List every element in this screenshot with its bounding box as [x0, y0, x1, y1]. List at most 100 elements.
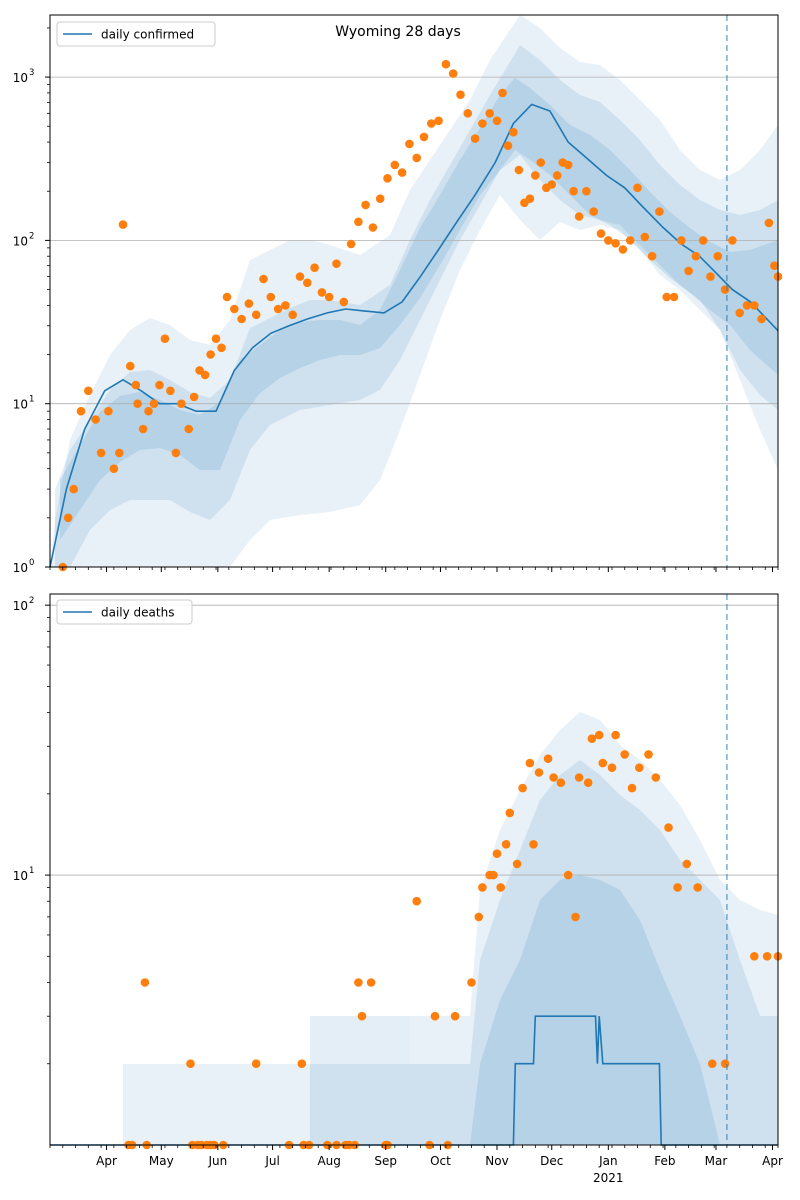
- observed-point: [589, 207, 598, 216]
- observed-point: [549, 773, 558, 782]
- observed-point: [332, 259, 341, 269]
- outer-band: [50, 15, 778, 567]
- observed-point: [604, 236, 613, 245]
- observed-point: [69, 484, 78, 494]
- observed-point: [512, 859, 522, 869]
- observed-point: [587, 734, 597, 743]
- observed-point: [673, 883, 682, 892]
- observed-point: [742, 301, 752, 310]
- observed-point: [166, 386, 175, 396]
- observed-point: [412, 153, 422, 163]
- observed-point: [390, 160, 400, 170]
- observed-point: [735, 308, 744, 318]
- observed-point: [288, 310, 298, 320]
- observed-point: [627, 783, 637, 793]
- observed-point: [357, 1011, 367, 1021]
- observed-point: [266, 292, 276, 302]
- observed-point: [383, 174, 392, 183]
- observed-point: [405, 139, 414, 149]
- observed-point: [144, 406, 153, 416]
- observed-point: [160, 334, 170, 344]
- x-tick-label: Aug: [317, 1154, 340, 1168]
- confidence-bands: [50, 15, 778, 567]
- observed-point: [200, 370, 210, 380]
- observed-point: [496, 883, 506, 892]
- observed-point: [339, 297, 349, 307]
- observed-point: [598, 758, 608, 768]
- x-tick-sublabel: 2021: [593, 1171, 624, 1185]
- observed-point: [140, 978, 150, 987]
- observed-point: [713, 251, 723, 261]
- observed-point: [492, 116, 502, 126]
- observed-point: [684, 266, 693, 276]
- observed-point: [720, 1059, 730, 1068]
- y-tick-exponent: 1: [29, 395, 34, 405]
- observed-point: [63, 513, 73, 523]
- observed-point: [563, 160, 573, 170]
- observed-point: [509, 127, 518, 137]
- observed-point: [303, 278, 312, 288]
- observed-point: [430, 1011, 440, 1021]
- x-tick-label: Jun: [207, 1154, 227, 1168]
- observed-point: [536, 158, 546, 167]
- observed-point: [708, 1059, 717, 1068]
- observed-point: [485, 109, 495, 118]
- observed-point: [691, 251, 701, 261]
- observed-point: [770, 261, 779, 271]
- observed-point: [217, 343, 226, 353]
- observed-point: [366, 978, 376, 987]
- plot-area: [50, 15, 778, 567]
- observed-point: [361, 200, 370, 210]
- observed-point: [397, 168, 407, 177]
- y-tick-exponent: 1: [29, 866, 34, 876]
- observed-point: [492, 849, 502, 858]
- legend: daily confirmed: [56, 21, 216, 47]
- observed-point: [547, 180, 557, 189]
- observed-point: [354, 217, 363, 227]
- observed-point: [346, 239, 356, 249]
- observed-point: [505, 808, 515, 818]
- x-tick-label: Mar: [705, 1154, 728, 1168]
- observed-point: [206, 350, 215, 359]
- observed-point: [412, 896, 422, 906]
- y-tick-exponent: 0: [29, 558, 34, 568]
- x-tick-label: Jan: [598, 1154, 618, 1168]
- observed-point: [259, 274, 268, 284]
- y-tick-label: 10: [13, 234, 28, 248]
- x-tick-label: Feb: [654, 1154, 675, 1168]
- legend-box: [56, 21, 216, 47]
- observed-point: [647, 251, 657, 261]
- deaths-median-line: [50, 1015, 778, 1146]
- observed-point: [574, 773, 584, 782]
- observed-point: [662, 292, 671, 302]
- observed-point: [126, 361, 135, 371]
- observed-point: [310, 263, 319, 273]
- middle-band: [310, 760, 778, 1145]
- y-tick-label: 10: [13, 869, 28, 883]
- observed-point: [596, 229, 606, 238]
- observed-point: [594, 730, 604, 740]
- observed-point: [611, 730, 620, 740]
- observed-point: [655, 207, 664, 216]
- observed-point: [441, 59, 451, 69]
- observed-point: [640, 232, 650, 242]
- observed-point: [518, 783, 527, 793]
- observed-point: [177, 399, 186, 409]
- observed-point: [138, 424, 148, 434]
- observed-point: [171, 448, 181, 458]
- observed-point: [552, 171, 562, 180]
- observed-point: [295, 272, 305, 281]
- plot-frame: [49, 593, 779, 1146]
- legend-box: [56, 599, 193, 625]
- observed-point: [478, 883, 487, 892]
- x-tick-label: Jul: [264, 1154, 279, 1168]
- x-axis-ticks: [49, 567, 779, 572]
- observed-point: [109, 464, 119, 474]
- observed-point: [677, 236, 686, 245]
- observed-point: [698, 236, 708, 245]
- observed-point: [543, 754, 553, 763]
- legend: daily deaths: [56, 599, 193, 625]
- x-tick-label: Apr: [96, 1154, 117, 1168]
